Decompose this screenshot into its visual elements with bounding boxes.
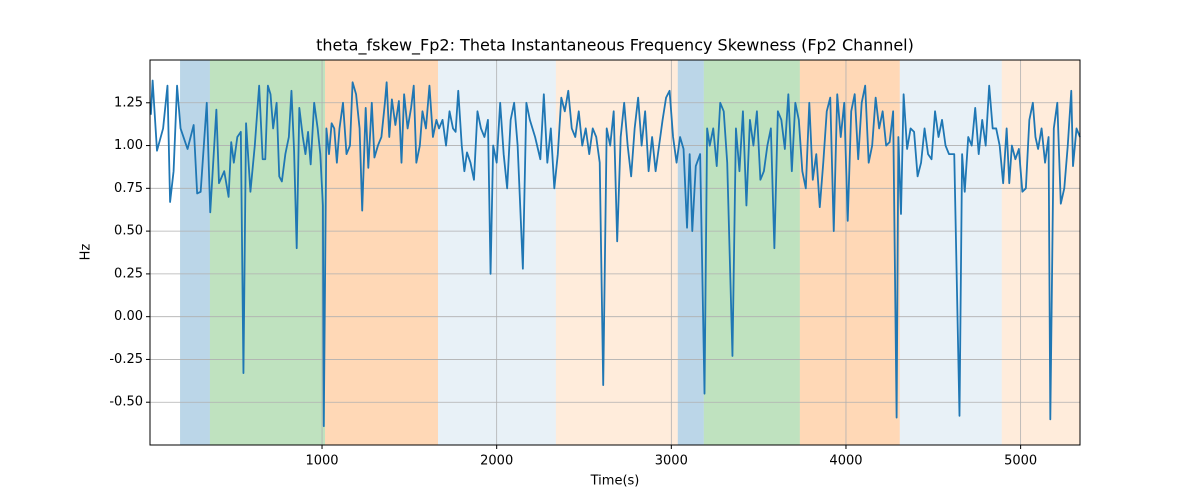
y-tick-label: 1.00 bbox=[114, 138, 143, 153]
chart-title: theta_fskew_Fp2: Theta Instantaneous Fre… bbox=[316, 36, 914, 56]
phase-span bbox=[324, 60, 438, 445]
y-tick-label: -0.25 bbox=[109, 352, 143, 367]
phase-span bbox=[899, 60, 1002, 445]
x-tick-label: 2000 bbox=[480, 454, 513, 469]
y-tick-label: -0.50 bbox=[109, 395, 143, 410]
phase-span bbox=[555, 60, 678, 445]
phase-span bbox=[799, 60, 900, 445]
y-tick-label: 0.75 bbox=[114, 181, 143, 196]
y-tick-label: 0.50 bbox=[114, 224, 143, 239]
x-tick-label: 5000 bbox=[1004, 454, 1037, 469]
phase-span bbox=[1001, 60, 1080, 445]
x-tick-label: 3000 bbox=[655, 454, 688, 469]
y-axis-label: Hz bbox=[79, 244, 94, 261]
y-tick-label: 0.25 bbox=[114, 266, 143, 281]
phase-span bbox=[209, 60, 325, 445]
y-tick-label: 0.00 bbox=[114, 309, 143, 324]
y-tick-label: 1.25 bbox=[114, 95, 143, 110]
data-line bbox=[149, 79, 1081, 428]
plot-frame bbox=[149, 59, 1081, 446]
phase-span bbox=[677, 60, 704, 445]
x-axis-label: Time(s) bbox=[590, 474, 640, 489]
x-tick-label: 1000 bbox=[305, 454, 338, 469]
phase-span bbox=[703, 60, 800, 445]
x-tick-label: 4000 bbox=[829, 454, 862, 469]
